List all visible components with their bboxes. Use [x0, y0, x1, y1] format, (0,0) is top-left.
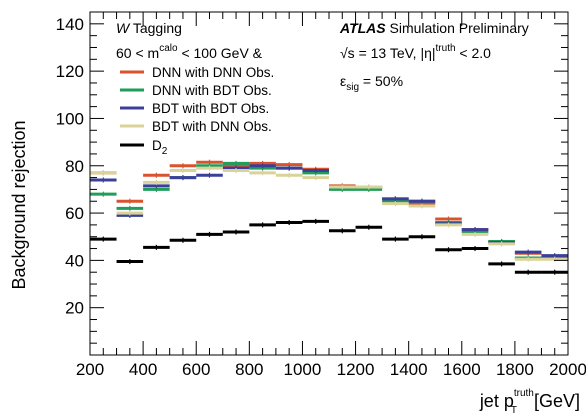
legend-selection: 60 < mcalo < 100 GeV &: [116, 43, 263, 61]
energy-main: √s = 13 TeV, |η|: [340, 45, 436, 61]
y-tick-label-0: 20: [65, 299, 84, 318]
legend-label-4: D2: [152, 138, 168, 157]
legend-header: W Tagging: [116, 20, 182, 36]
y-tick-label-6: 140: [56, 15, 84, 34]
legend-selection-suffix: < 100 GeV &: [178, 45, 263, 61]
legend-header-w: W: [116, 20, 131, 36]
atlas-experiment: ATLAS: [339, 20, 386, 36]
x-tick-label-8: 1800: [496, 360, 534, 379]
legend-entries: DNN with DNN Obs. DNN with BDT Obs. BDT wi…: [120, 65, 274, 157]
x-axis-title-unit: [GeV]: [534, 391, 580, 411]
y-tick-label-1: 40: [65, 251, 84, 270]
series-3: [90, 165, 568, 262]
legend-selection-sup: calo: [159, 43, 178, 54]
energy-tail: < 2.0: [456, 45, 492, 61]
legend-label-4-sub: 2: [162, 146, 168, 157]
x-tick-label-6: 1400: [390, 360, 428, 379]
x-tick-label-4: 1000: [284, 360, 322, 379]
legend-label-2: BDT with BDT Obs.: [152, 101, 269, 116]
series-4: [90, 218, 568, 275]
legend-selection-prefix: 60 < m: [116, 45, 159, 61]
plot-layer: [90, 159, 568, 275]
y-axis-title: Background rejection: [9, 120, 29, 289]
x-tick-label-7: 1600: [443, 360, 481, 379]
legend: W Tagging 60 < mcalo < 100 GeV & DNN wit…: [116, 20, 274, 157]
efficiency-tail: = 50%: [359, 73, 403, 89]
energy-label: √s = 13 TeV, |η|truth < 2.0: [340, 43, 491, 61]
atlas-label: ATLAS Simulation Preliminary: [339, 20, 529, 36]
x-axis-title-sub: T: [511, 405, 517, 415]
x-tick-label-0: 200: [76, 360, 104, 379]
x-tick-label-2: 600: [182, 360, 210, 379]
legend-header-rest: Tagging: [129, 20, 182, 36]
x-tick-label-1: 400: [129, 360, 157, 379]
y-tick-label-4: 100: [56, 109, 84, 128]
legend-label-4-main: D: [152, 138, 162, 153]
x-axis-title: jet ptruth T [GeV]: [479, 388, 580, 415]
efficiency-sub: sig: [346, 82, 359, 93]
y-tick-label-3: 80: [65, 157, 84, 176]
x-axis-title-sup: truth: [514, 388, 534, 399]
legend-label-3: BDT with DNN Obs.: [152, 119, 272, 134]
atlas-status: Simulation Preliminary: [386, 20, 529, 36]
x-tick-label-5: 1200: [337, 360, 375, 379]
efficiency-label: εsig = 50%: [340, 73, 403, 93]
y-tick-label-5: 120: [56, 62, 84, 81]
x-tick-label-9: 2000: [549, 360, 586, 379]
legend-label-0: DNN with DNN Obs.: [152, 65, 274, 80]
axes-layer: 200 400 600 800 1000 1200 1400 1600 1800 2000 20 40…: [56, 11, 586, 379]
atlas-annotation: ATLAS Simulation Preliminary √s = 13 TeV…: [339, 20, 529, 93]
efficiency-main: ε: [340, 73, 346, 89]
x-axis-title-main: jet p: [479, 391, 514, 411]
x-tick-label-3: 800: [235, 360, 263, 379]
y-tick-label-2: 60: [65, 204, 84, 223]
legend-label-1: DNN with BDT Obs.: [152, 83, 272, 98]
energy-sup: truth: [436, 43, 456, 54]
